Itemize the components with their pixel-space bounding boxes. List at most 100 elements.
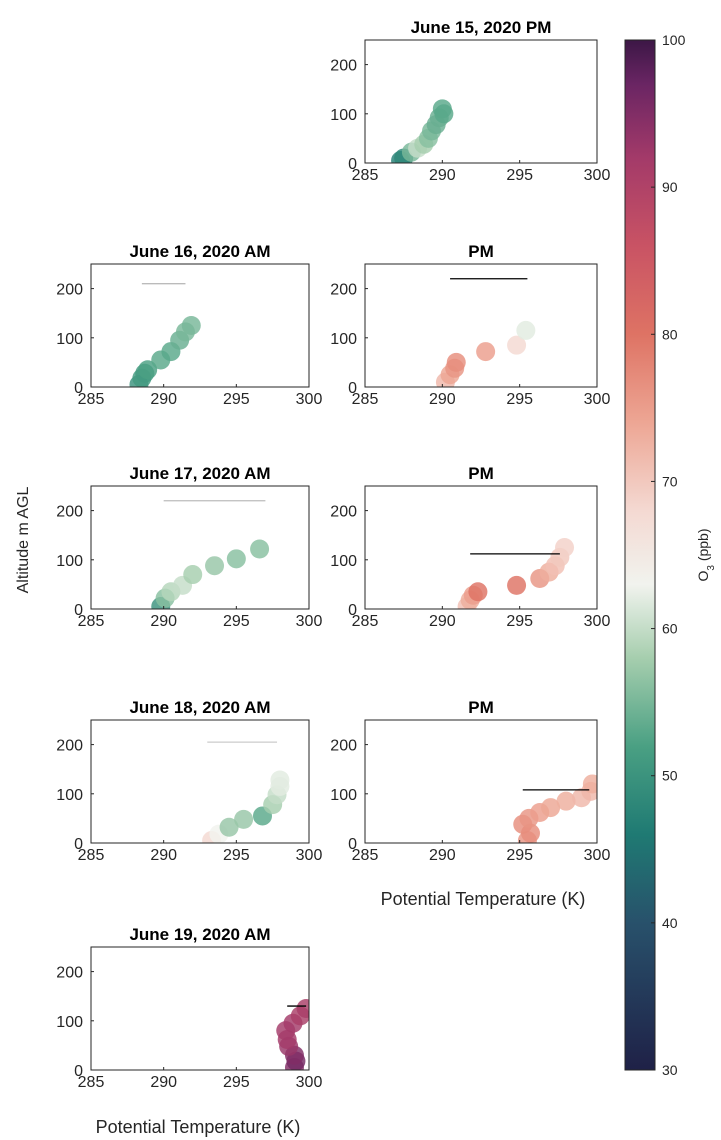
panel-8: June 19, 2020 AM 285 290 295 300 0 100 200 [56, 925, 322, 1091]
data-point [507, 575, 527, 595]
axes-box [364, 263, 598, 388]
x-tick-label: 290 [429, 613, 456, 630]
y-tick-label: 100 [56, 1014, 83, 1031]
colorbar-tick-label: 80 [662, 326, 678, 342]
panel-title: June 18, 2020 AM [129, 698, 270, 717]
x-tick-label: 300 [296, 391, 323, 408]
x-tick-label: 285 [352, 613, 379, 630]
panel-title: June 16, 2020 AM [129, 242, 270, 261]
y-tick-label: 100 [330, 553, 357, 570]
colorbar: 30 40 50 60 70 80 90 100 O3 (ppb) [624, 32, 717, 1078]
data-point [226, 549, 246, 569]
panel-1: June 15, 2020 PM 285 290 295 300 0 100 200 [330, 18, 610, 184]
x-tick-label: 285 [78, 613, 105, 630]
points [202, 741, 290, 843]
colorbar-label-main: O [695, 571, 711, 582]
colorbar-tick-label: 50 [662, 768, 678, 784]
y-tick-label: 0 [74, 836, 83, 853]
data-point [181, 316, 201, 335]
y-tick-label: 0 [74, 602, 83, 619]
colorbar-tick-label: 90 [662, 179, 678, 195]
data-point [507, 335, 527, 355]
data-point [234, 809, 254, 829]
x-tick-label: 285 [78, 391, 105, 408]
colorbar-label-unit: (ppb) [695, 528, 711, 565]
x-tick-label: 285 [352, 847, 379, 864]
y-tick-label: 200 [330, 738, 357, 755]
x-tick-label: 290 [429, 847, 456, 864]
y-tick-label: 200 [56, 738, 83, 755]
x-tick-label: 290 [150, 391, 177, 408]
x-tick-label: 300 [296, 613, 323, 630]
axes-box [364, 485, 598, 610]
x-tick-label: 295 [223, 613, 250, 630]
x-tick-label: 290 [429, 391, 456, 408]
colorbar-tick-label: 30 [662, 1062, 678, 1078]
x-tick-label: 295 [223, 391, 250, 408]
colorbar-tick-label: 100 [662, 32, 686, 48]
y-tick-label: 0 [348, 836, 357, 853]
y-tick-label: 200 [330, 504, 357, 521]
y-tick-label: 200 [56, 504, 83, 521]
colorbar-label-subscript: 3 [706, 565, 717, 571]
x-tick-label: 300 [584, 613, 611, 630]
data-point [183, 565, 203, 585]
axes-box [90, 719, 310, 844]
x-tick-label: 285 [78, 847, 105, 864]
points [391, 99, 454, 163]
y-tick-label: 100 [330, 787, 357, 804]
x-tick-label: 295 [223, 847, 250, 864]
colorbar-tick-label: 70 [662, 473, 678, 489]
data-point [468, 582, 488, 602]
colorbar-tick-label: 40 [662, 915, 678, 931]
x-tick-label: 290 [150, 847, 177, 864]
colorbar-ticks: 30 40 50 60 70 80 90 100 [651, 32, 686, 1078]
x-tick-label: 300 [296, 847, 323, 864]
points [276, 999, 309, 1070]
panel-title: PM [468, 464, 494, 483]
data-point [296, 999, 309, 1018]
x-axis-label-left: Potential Temperature (K) [96, 1117, 301, 1137]
x-tick-label: 285 [352, 167, 379, 184]
data-point [555, 538, 575, 557]
panel-2: June 16, 2020 AM 285 290 295 300 0 100 200 [56, 242, 322, 408]
panel-title: June 17, 2020 AM [129, 464, 270, 483]
x-tick-label: 290 [429, 167, 456, 184]
axes-box [90, 263, 310, 388]
panel-7: PM 285 290 295 300 0 100 200 [330, 698, 610, 864]
y-tick-label: 100 [56, 553, 83, 570]
data-point [250, 539, 270, 559]
x-tick-label: 290 [150, 613, 177, 630]
data-point [541, 798, 561, 818]
y-tick-label: 200 [330, 282, 357, 299]
x-tick-label: 295 [506, 613, 533, 630]
panel-6: June 18, 2020 AM 285 290 295 300 0 100 200 [56, 698, 322, 864]
x-tick-label: 300 [296, 1074, 323, 1091]
axes-box [90, 946, 310, 1071]
data-point [582, 774, 597, 794]
y-tick-label: 200 [56, 282, 83, 299]
x-tick-label: 295 [506, 847, 533, 864]
axes-box [364, 719, 598, 844]
x-tick-label: 300 [584, 167, 611, 184]
y-tick-label: 100 [330, 107, 357, 124]
panel-5: PM 285 290 295 300 0 100 200 [330, 464, 610, 630]
points [457, 538, 575, 609]
data-point [556, 791, 576, 811]
y-tick-label: 100 [56, 331, 83, 348]
panel-4: June 17, 2020 AM 285 290 295 300 0 100 200 [56, 464, 322, 630]
x-tick-label: 285 [78, 1074, 105, 1091]
x-axis-label-right: Potential Temperature (K) [381, 889, 586, 909]
x-tick-label: 285 [352, 391, 379, 408]
data-point [205, 556, 225, 576]
colorbar-label: O3 (ppb) [695, 528, 717, 581]
y-tick-label: 100 [56, 787, 83, 804]
points [513, 774, 597, 843]
panel-title: June 15, 2020 PM [411, 18, 552, 37]
panel-title: June 19, 2020 AM [129, 925, 270, 944]
panel-title: PM [468, 242, 494, 261]
y-tick-label: 200 [330, 58, 357, 75]
points [435, 278, 536, 387]
